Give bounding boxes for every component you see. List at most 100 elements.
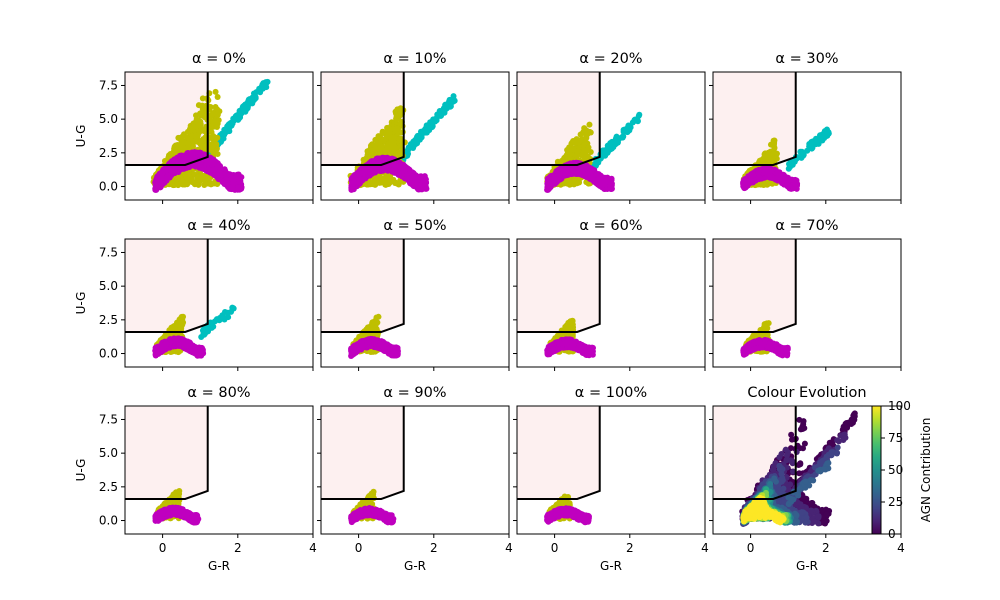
point [606, 146, 613, 153]
point [410, 145, 417, 152]
point [201, 178, 208, 185]
point [179, 178, 186, 185]
point [223, 178, 230, 185]
point [788, 176, 795, 183]
y-tick-label: 0.0 [99, 180, 118, 194]
point [186, 156, 193, 163]
point [179, 142, 186, 149]
point [214, 106, 221, 113]
point [403, 175, 410, 182]
point [448, 99, 455, 106]
point [552, 180, 559, 187]
point [594, 179, 601, 186]
point [761, 155, 768, 162]
point [225, 126, 232, 133]
point [181, 155, 188, 162]
subplot-grid: α = 0%0.02.55.07.5U-Gα = 10% α = 20% α = 3… [74, 51, 905, 573]
point [212, 88, 219, 95]
point [568, 180, 575, 187]
point [613, 133, 620, 140]
point [586, 121, 593, 128]
point [797, 153, 804, 160]
point [791, 184, 798, 191]
point [205, 328, 212, 335]
point [806, 143, 813, 150]
point [546, 183, 553, 190]
point [370, 179, 377, 186]
point [209, 161, 216, 168]
panel-title: α = 10% [383, 51, 446, 67]
point [785, 165, 792, 172]
point [590, 172, 597, 179]
point [193, 162, 200, 169]
point [172, 348, 179, 355]
panel-title: α = 20% [579, 51, 642, 67]
panel: α = 10% [317, 51, 510, 204]
point [414, 136, 421, 143]
point [211, 171, 218, 178]
point [201, 331, 208, 338]
point [201, 104, 208, 111]
point [173, 156, 180, 163]
point [373, 155, 380, 162]
point [634, 117, 641, 124]
panel: α = 0%0.02.55.07.5U-G [74, 51, 314, 204]
point [396, 110, 403, 117]
point [410, 172, 417, 179]
point [197, 128, 204, 135]
point [566, 153, 573, 160]
panel-title: α = 30% [775, 51, 838, 67]
point [771, 137, 778, 144]
point [773, 169, 780, 176]
point [555, 172, 562, 179]
scatter-points [740, 126, 832, 192]
y-tick-label: 2.5 [99, 146, 118, 160]
point [350, 178, 357, 185]
point [572, 165, 579, 172]
point [607, 179, 614, 186]
point [394, 125, 401, 132]
point [625, 122, 632, 129]
point [214, 93, 221, 100]
point [385, 162, 392, 169]
point [218, 136, 225, 143]
point [179, 320, 186, 327]
point [584, 171, 591, 178]
point [600, 181, 607, 188]
point [190, 124, 197, 131]
point [258, 83, 265, 90]
point [193, 116, 200, 123]
point [398, 135, 405, 142]
point [545, 177, 552, 184]
point [196, 175, 203, 182]
point [782, 176, 789, 183]
point [263, 84, 270, 91]
point [589, 167, 596, 174]
point [214, 159, 221, 166]
point [376, 150, 383, 157]
point [235, 115, 242, 122]
point [214, 134, 221, 141]
scatter-points [544, 111, 643, 193]
point [214, 111, 221, 118]
point [201, 114, 208, 121]
point [384, 142, 391, 149]
point [618, 134, 625, 141]
point [744, 180, 751, 187]
point [380, 129, 387, 136]
panel: α = 40%0.02.55.07.5U-G [74, 218, 314, 371]
scatter-points [347, 93, 458, 193]
point [230, 180, 237, 187]
point [765, 151, 772, 158]
selection-boundary [125, 72, 209, 166]
point [414, 176, 421, 183]
point [416, 182, 423, 189]
point [195, 102, 202, 109]
axes-frame [712, 71, 902, 201]
point [235, 184, 242, 191]
point [384, 124, 391, 131]
point [199, 95, 206, 102]
selection-boundary [517, 72, 601, 166]
panel: α = 30% [709, 51, 902, 204]
selection-region [713, 72, 796, 165]
